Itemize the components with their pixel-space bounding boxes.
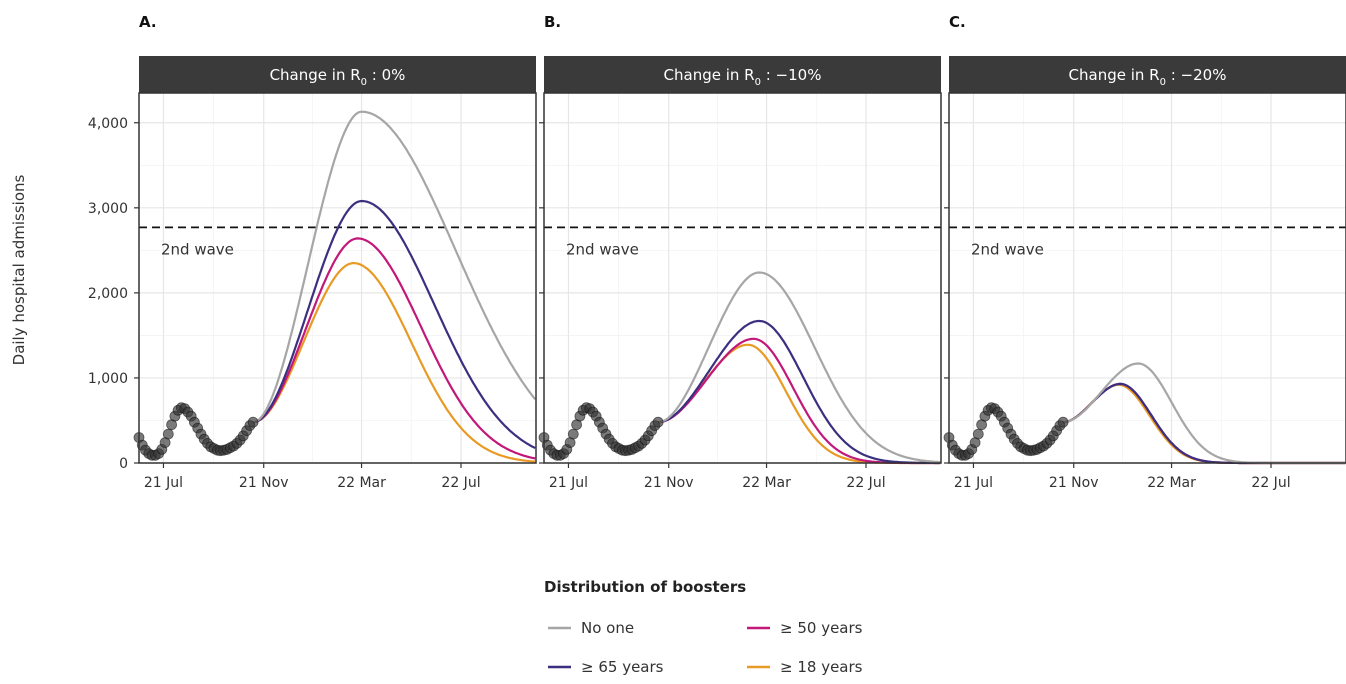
- legend-label: No one: [581, 619, 634, 637]
- series-line: [658, 319, 941, 465]
- reference-line-label: 2nd wave: [161, 240, 234, 258]
- y-tick-label: 3,000: [88, 201, 128, 217]
- y-tick-label: 2,000: [88, 286, 128, 302]
- x-tick-label: 21 Nov: [644, 475, 694, 491]
- observed-point: [247, 416, 259, 428]
- observed-point: [567, 428, 579, 440]
- series-line: [252, 262, 536, 463]
- y-axis-title: Daily hospital admissions: [10, 174, 28, 365]
- legend-item: No one: [548, 619, 634, 637]
- panel-letter: A.: [139, 13, 157, 31]
- panel-border: [138, 92, 537, 464]
- reference-line-label: 2nd wave: [566, 240, 639, 258]
- legend-label: ≥ 65 years: [581, 658, 664, 676]
- panel-1: A. Change in R0 : 0% 2nd wave 21 Jul 21 Nov 2…: [88, 13, 537, 491]
- series-line: [658, 271, 941, 464]
- facet-strip: [139, 56, 536, 93]
- legend: Distribution of boosters No one ≥ 50 year…: [544, 578, 863, 676]
- panel-3: C. Change in R0 : −20% 2nd wave 21 Jul 21 No…: [943, 13, 1346, 491]
- observed-point: [1057, 416, 1069, 428]
- legend-title: Distribution of boosters: [544, 578, 746, 596]
- series-line: [1063, 383, 1346, 465]
- reference-line-label: 2nd wave: [971, 240, 1044, 258]
- x-tick-label: 22 Mar: [1147, 475, 1196, 491]
- facet-strip: [544, 56, 941, 93]
- x-tick-label: 22 Jul: [441, 475, 480, 491]
- x-tick-label: 21 Jul: [954, 475, 993, 491]
- x-tick-label: 22 Jul: [846, 475, 885, 491]
- facet-strip-label: Change in R0 : −10%: [664, 66, 822, 88]
- observed-point: [162, 428, 174, 440]
- series-line: [252, 237, 536, 460]
- panel-letter: C.: [949, 13, 966, 31]
- x-tick-label: 21 Jul: [144, 475, 183, 491]
- legend-item: ≥ 18 years: [747, 658, 863, 676]
- panel-2: B. Change in R0 : −10% 2nd wave 21 Jul 21 No…: [538, 13, 942, 491]
- legend-items: No one ≥ 50 years ≥ 65 years ≥ 18 years: [548, 619, 863, 676]
- observed-point: [652, 416, 664, 428]
- legend-item: ≥ 65 years: [548, 658, 664, 676]
- x-tick-label: 21 Nov: [239, 475, 289, 491]
- facet-strip-label: Change in R0 : −20%: [1069, 66, 1227, 88]
- x-tick-label: 22 Mar: [742, 475, 791, 491]
- panel-border: [543, 92, 942, 464]
- series-line: [658, 337, 941, 465]
- y-tick-label: 0: [119, 456, 128, 472]
- legend-item: ≥ 50 years: [747, 619, 863, 637]
- series-line: [252, 110, 537, 424]
- series-line: [1063, 382, 1346, 465]
- series-line: [658, 343, 941, 465]
- x-tick-label: 22 Jul: [1251, 475, 1290, 491]
- series-line: [1063, 382, 1346, 465]
- facet-strip-label: Change in R0 : 0%: [270, 66, 406, 88]
- panel-letter: B.: [544, 13, 561, 31]
- legend-label: ≥ 50 years: [780, 619, 863, 637]
- y-tick-label: 4,000: [88, 116, 128, 132]
- panels: A. Change in R0 : 0% 2nd wave 21 Jul 21 Nov 2…: [88, 13, 1346, 491]
- x-tick-label: 21 Nov: [1049, 475, 1099, 491]
- legend-label: ≥ 18 years: [780, 658, 863, 676]
- series-line: [252, 199, 536, 450]
- observed-point: [972, 428, 984, 440]
- y-tick-label: 1,000: [88, 371, 128, 387]
- facet-strip: [949, 56, 1346, 93]
- x-tick-label: 22 Mar: [337, 475, 386, 491]
- x-tick-label: 21 Jul: [549, 475, 588, 491]
- panel-border: [948, 92, 1346, 464]
